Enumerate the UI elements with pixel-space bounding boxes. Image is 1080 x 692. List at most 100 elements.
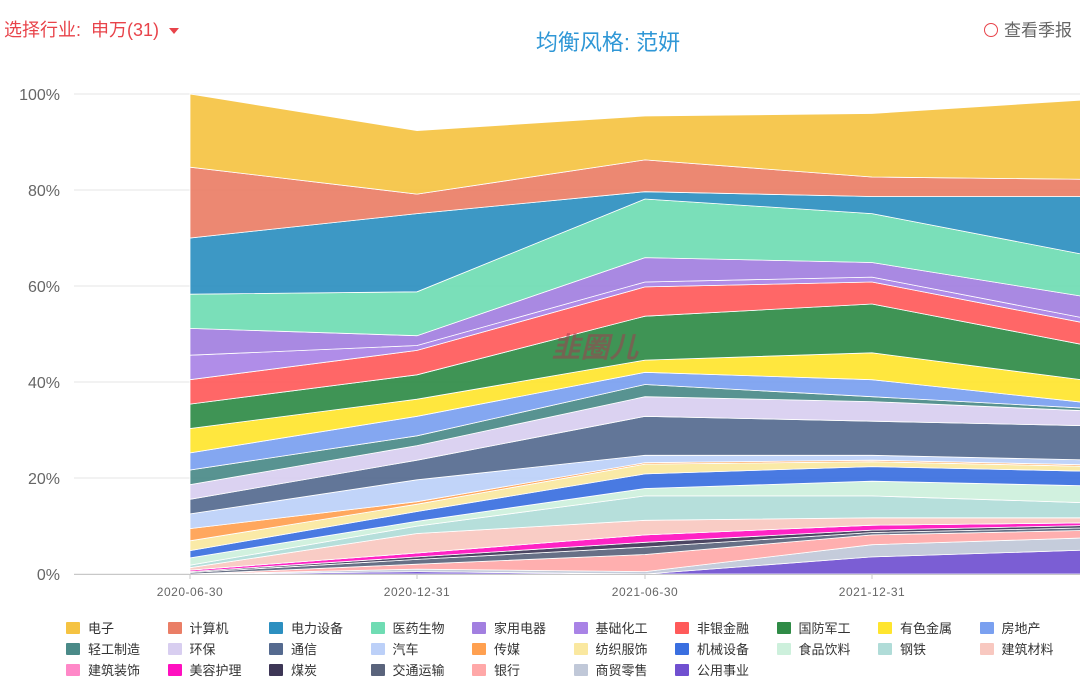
y-tick-label: 60% — [28, 279, 60, 296]
legend-item[interactable]: 美容护理 — [167, 660, 242, 679]
legend-label: 电子 — [88, 621, 115, 636]
legend-label: 轻工制造 — [88, 642, 141, 657]
legend-item[interactable]: 环保 — [167, 639, 216, 658]
legend-item[interactable]: 基础化工 — [573, 618, 648, 637]
legend-label: 商贸零售 — [595, 663, 648, 678]
legend-swatch — [269, 622, 283, 634]
industry-label: 选择行业: — [4, 20, 82, 40]
legend-swatch — [66, 664, 80, 676]
legend-label: 有色金属 — [900, 621, 953, 636]
legend-item[interactable]: 汽车 — [370, 639, 419, 658]
legend-swatch — [573, 622, 588, 634]
legend-label: 美容护理 — [189, 663, 242, 678]
radio-icon — [984, 23, 998, 37]
legend-swatch — [370, 643, 385, 655]
legend-item[interactable]: 银行 — [472, 660, 520, 679]
legend-swatch — [776, 622, 791, 634]
legend-label: 国防军工 — [798, 621, 851, 636]
legend-item[interactable]: 有色金属 — [878, 618, 952, 637]
legend-swatch — [878, 622, 892, 634]
legend-swatch — [370, 622, 385, 634]
legend-swatch — [370, 664, 385, 676]
legend-label: 汽车 — [392, 642, 419, 657]
legend-swatch — [167, 622, 182, 634]
legend-item[interactable]: 纺织服饰 — [573, 639, 648, 658]
season-report-toggle[interactable]: 查看季报 — [984, 16, 1072, 41]
y-tick-label: 80% — [28, 183, 60, 200]
y-tick-label: 20% — [28, 471, 60, 488]
legend-swatch — [573, 664, 588, 676]
industry-selector[interactable]: 选择行业: 申万(31) — [4, 16, 180, 42]
legend-label: 建筑装饰 — [88, 663, 141, 678]
legend-item[interactable]: 非银金融 — [675, 618, 749, 637]
legend-swatch — [675, 664, 689, 676]
x-tick-label: 2021-06-30 — [612, 585, 678, 599]
legend-item[interactable]: 通信 — [269, 639, 317, 658]
legend-label: 纺织服饰 — [595, 642, 648, 657]
legend-item[interactable]: 国防军工 — [776, 618, 851, 637]
legend-swatch — [66, 622, 80, 634]
legend-label: 基础化工 — [595, 621, 648, 636]
legend-item[interactable]: 煤炭 — [269, 660, 317, 679]
legend-item[interactable]: 传媒 — [472, 639, 520, 658]
legend-label: 公用事业 — [697, 663, 750, 678]
legend-item[interactable]: 机械设备 — [675, 639, 749, 658]
legend-item[interactable]: 电力设备 — [269, 618, 343, 637]
legend-swatch — [573, 643, 588, 655]
x-tick-label: 2020-12-31 — [384, 585, 450, 599]
legend-item[interactable]: 钢铁 — [878, 639, 926, 658]
legend-label: 通信 — [291, 642, 318, 657]
legend-label: 煤炭 — [291, 663, 318, 678]
top-bar: 选择行业: 申万(31) 查看季报 — [0, 0, 1080, 56]
legend-swatch — [66, 643, 80, 655]
legend-swatch — [776, 643, 791, 655]
legend-swatch — [167, 643, 182, 655]
stacked-area-chart: 0% 20% 40% 60% 80% 100% 2020-06-30 2020-12-31 20… — [19, 87, 1080, 599]
x-tick-label: 2020-06-30 — [157, 585, 223, 599]
legend-swatch — [167, 664, 182, 676]
legend-swatch — [269, 643, 283, 655]
legend-item[interactable]: 交通运输 — [370, 660, 445, 679]
legend-item[interactable]: 建筑材料 — [979, 639, 1054, 658]
legend-label: 计算机 — [189, 621, 229, 636]
legend-item[interactable]: 电子 — [66, 618, 114, 637]
legend-label: 医药生物 — [392, 621, 445, 636]
caret-down-icon — [169, 28, 180, 35]
legend-label: 银行 — [494, 663, 521, 678]
legend-swatch — [979, 622, 994, 634]
legend-item[interactable]: 食品饮料 — [776, 639, 851, 658]
x-tick-label: 2021-12-31 — [839, 585, 905, 599]
legend-label: 环保 — [189, 642, 216, 657]
legend-label: 家用电器 — [494, 621, 547, 636]
legend-item[interactable]: 房地产 — [979, 618, 1041, 637]
legend-swatch — [472, 622, 486, 634]
legend-label: 房地产 — [1001, 621, 1041, 636]
legend-item[interactable]: 计算机 — [167, 618, 229, 637]
y-tick-label: 0% — [37, 567, 60, 584]
season-report-label: 查看季报 — [1004, 21, 1072, 40]
y-tick-label: 40% — [28, 375, 60, 392]
legend-swatch — [979, 643, 994, 655]
legend-label: 机械设备 — [697, 642, 750, 657]
legend-label: 交通运输 — [392, 663, 445, 678]
legend-swatch — [472, 643, 486, 655]
chart-title: 均衡风格: 范妍 — [535, 30, 681, 55]
y-tick-label: 100% — [19, 87, 60, 104]
legend-item[interactable]: 医药生物 — [370, 618, 445, 637]
legend-item[interactable]: 建筑装饰 — [66, 660, 140, 679]
watermark-logo: 韭圈儿 — [552, 332, 640, 363]
legend-item[interactable]: 轻工制造 — [66, 639, 140, 658]
legend-swatch — [472, 664, 486, 676]
area-layers — [189, 93, 1080, 575]
legend-label: 电力设备 — [291, 621, 344, 636]
legend-swatch — [675, 643, 689, 655]
legend-label: 食品饮料 — [798, 642, 851, 657]
legend-item[interactable]: 公用事业 — [675, 660, 749, 679]
area-series-电子[interactable] — [189, 93, 1080, 195]
legend-item[interactable]: 家用电器 — [472, 618, 546, 637]
legend-swatch — [878, 643, 892, 655]
legend-swatch — [675, 622, 689, 634]
legend-label: 建筑材料 — [1001, 642, 1054, 657]
legend-label: 非银金融 — [697, 621, 750, 636]
legend-item[interactable]: 商贸零售 — [573, 660, 648, 679]
